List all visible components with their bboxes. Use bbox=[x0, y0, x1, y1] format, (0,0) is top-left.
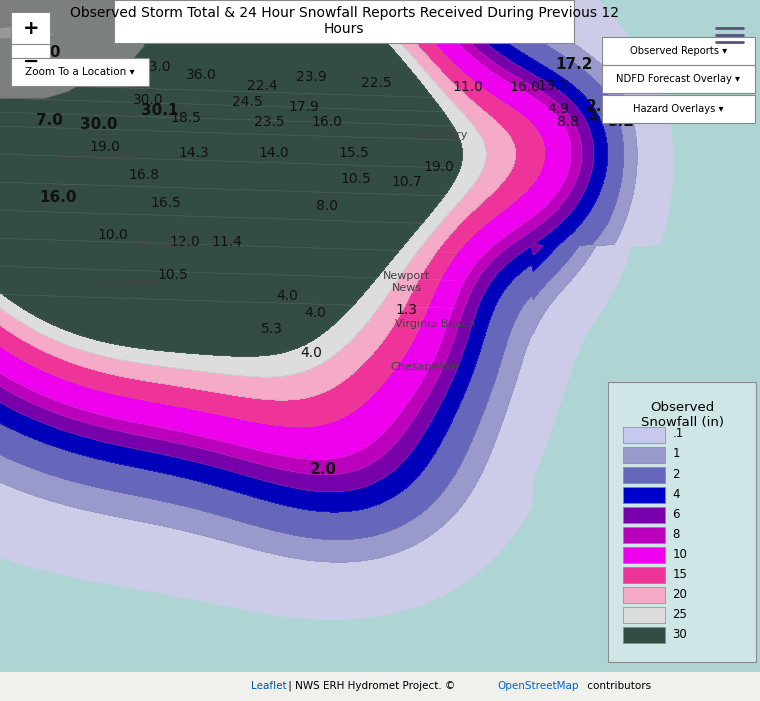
Text: .1: .1 bbox=[673, 428, 684, 440]
Text: 16.8: 16.8 bbox=[129, 168, 160, 182]
FancyBboxPatch shape bbox=[11, 12, 50, 46]
FancyBboxPatch shape bbox=[608, 382, 756, 662]
Bar bbox=[623, 627, 665, 644]
Text: Leaflet: Leaflet bbox=[251, 681, 287, 690]
Text: NDFD Forecast Overlay ▾: NDFD Forecast Overlay ▾ bbox=[616, 74, 740, 84]
Text: 8: 8 bbox=[673, 528, 680, 540]
Text: 15: 15 bbox=[673, 568, 688, 581]
Text: +: + bbox=[23, 19, 39, 39]
Text: 6: 6 bbox=[673, 508, 680, 521]
Bar bbox=[623, 547, 665, 563]
Bar bbox=[623, 447, 665, 463]
Text: 4.0: 4.0 bbox=[305, 306, 326, 320]
Text: Zoom To a Location ▾: Zoom To a Location ▾ bbox=[25, 67, 135, 77]
FancyBboxPatch shape bbox=[11, 58, 149, 86]
Bar bbox=[623, 587, 665, 604]
Text: Petersburg: Petersburg bbox=[99, 277, 160, 287]
FancyBboxPatch shape bbox=[114, 0, 574, 43]
Text: Observed Reports ▾: Observed Reports ▾ bbox=[630, 46, 727, 56]
Text: 1: 1 bbox=[673, 447, 680, 461]
Text: 4.4: 4.4 bbox=[588, 111, 610, 125]
Text: 16.0: 16.0 bbox=[40, 190, 78, 205]
Text: 4.9: 4.9 bbox=[548, 102, 569, 116]
Text: 11.4: 11.4 bbox=[211, 235, 242, 249]
Text: 23.9: 23.9 bbox=[296, 70, 327, 84]
Bar bbox=[623, 527, 665, 543]
Bar bbox=[0, 672, 760, 701]
Text: 17.9: 17.9 bbox=[289, 100, 319, 114]
Text: 14.0: 14.0 bbox=[258, 146, 289, 160]
FancyBboxPatch shape bbox=[602, 65, 755, 93]
Text: 13.1: 13.1 bbox=[538, 79, 568, 93]
Text: 4.0: 4.0 bbox=[301, 346, 322, 360]
Bar bbox=[623, 467, 665, 483]
Text: 22.5: 22.5 bbox=[361, 76, 391, 90]
Text: Observed Storm Total & 24 Hour Snowfall Reports Received During Previous 12
Hour: Observed Storm Total & 24 Hour Snowfall … bbox=[70, 6, 619, 36]
Text: 30.0: 30.0 bbox=[80, 117, 118, 132]
Text: Hazard Overlays ▾: Hazard Overlays ▾ bbox=[633, 104, 724, 114]
Text: 22.4: 22.4 bbox=[247, 79, 277, 93]
Polygon shape bbox=[0, 25, 53, 39]
Text: 10: 10 bbox=[673, 548, 688, 561]
Text: 35.0: 35.0 bbox=[23, 45, 61, 60]
Text: Fredericksburg: Fredericksburg bbox=[56, 151, 138, 161]
Text: 8.8: 8.8 bbox=[557, 115, 580, 129]
Text: 10.5: 10.5 bbox=[158, 268, 188, 282]
FancyBboxPatch shape bbox=[602, 37, 755, 65]
Text: 5.3: 5.3 bbox=[261, 322, 283, 336]
Text: 13.5: 13.5 bbox=[530, 7, 572, 25]
Text: 20: 20 bbox=[673, 588, 688, 601]
Text: 19.0: 19.0 bbox=[90, 140, 120, 154]
Text: 30.1: 30.1 bbox=[141, 102, 179, 118]
Polygon shape bbox=[0, 0, 167, 98]
Text: 2: 2 bbox=[673, 468, 680, 481]
Text: 30: 30 bbox=[673, 628, 687, 641]
Text: 8.0: 8.0 bbox=[316, 199, 337, 213]
Text: Observed
Snowfall (in): Observed Snowfall (in) bbox=[641, 401, 724, 429]
Text: 5.2: 5.2 bbox=[608, 114, 635, 130]
Text: 12.0: 12.0 bbox=[169, 235, 200, 249]
Text: Virginia Beach: Virginia Beach bbox=[394, 319, 475, 329]
Text: 4.0: 4.0 bbox=[277, 289, 298, 303]
Text: Newport
News: Newport News bbox=[383, 271, 430, 292]
Text: 32.0: 32.0 bbox=[48, 75, 78, 89]
Bar bbox=[623, 426, 665, 443]
Bar bbox=[623, 486, 665, 503]
Text: contributors: contributors bbox=[584, 681, 651, 690]
FancyBboxPatch shape bbox=[602, 95, 755, 123]
Text: 1.3: 1.3 bbox=[396, 303, 417, 317]
Text: 10.7: 10.7 bbox=[391, 175, 422, 189]
Text: 24.5: 24.5 bbox=[232, 95, 262, 109]
Text: 11.0: 11.0 bbox=[452, 80, 483, 94]
Text: 2.6: 2.6 bbox=[585, 99, 613, 114]
Text: 10.0: 10.0 bbox=[97, 228, 128, 242]
Text: OpenStreetMap: OpenStreetMap bbox=[497, 681, 578, 690]
Text: 33.0: 33.0 bbox=[141, 60, 171, 74]
Text: 7.0: 7.0 bbox=[36, 113, 63, 128]
Text: Chesapeake: Chesapeake bbox=[390, 362, 458, 372]
Text: 10.5: 10.5 bbox=[340, 172, 371, 186]
Bar bbox=[623, 567, 665, 583]
Text: 18.5: 18.5 bbox=[171, 111, 201, 125]
Bar bbox=[623, 607, 665, 623]
Text: Salisbury: Salisbury bbox=[416, 130, 468, 139]
Text: 25: 25 bbox=[673, 608, 688, 621]
Text: 30.0: 30.0 bbox=[133, 93, 163, 107]
Text: 19.0: 19.0 bbox=[423, 160, 454, 174]
Text: 2.0: 2.0 bbox=[309, 462, 337, 477]
Text: 17.2: 17.2 bbox=[555, 57, 593, 72]
Text: 16.5: 16.5 bbox=[150, 196, 181, 210]
Text: 15.5: 15.5 bbox=[338, 146, 369, 160]
Text: 14.3: 14.3 bbox=[179, 146, 209, 160]
Bar bbox=[623, 507, 665, 523]
Text: −: − bbox=[23, 51, 39, 71]
FancyBboxPatch shape bbox=[11, 44, 50, 78]
Text: 23.5: 23.5 bbox=[255, 115, 285, 129]
Text: 4: 4 bbox=[673, 488, 680, 501]
Text: 16.0: 16.0 bbox=[509, 80, 540, 94]
Text: Richmond: Richmond bbox=[138, 240, 194, 250]
Text: | NWS ERH Hydromet Project. ©: | NWS ERH Hydromet Project. © bbox=[285, 681, 458, 690]
Text: 36.0: 36.0 bbox=[186, 68, 217, 82]
Text: 16.0: 16.0 bbox=[312, 115, 342, 129]
